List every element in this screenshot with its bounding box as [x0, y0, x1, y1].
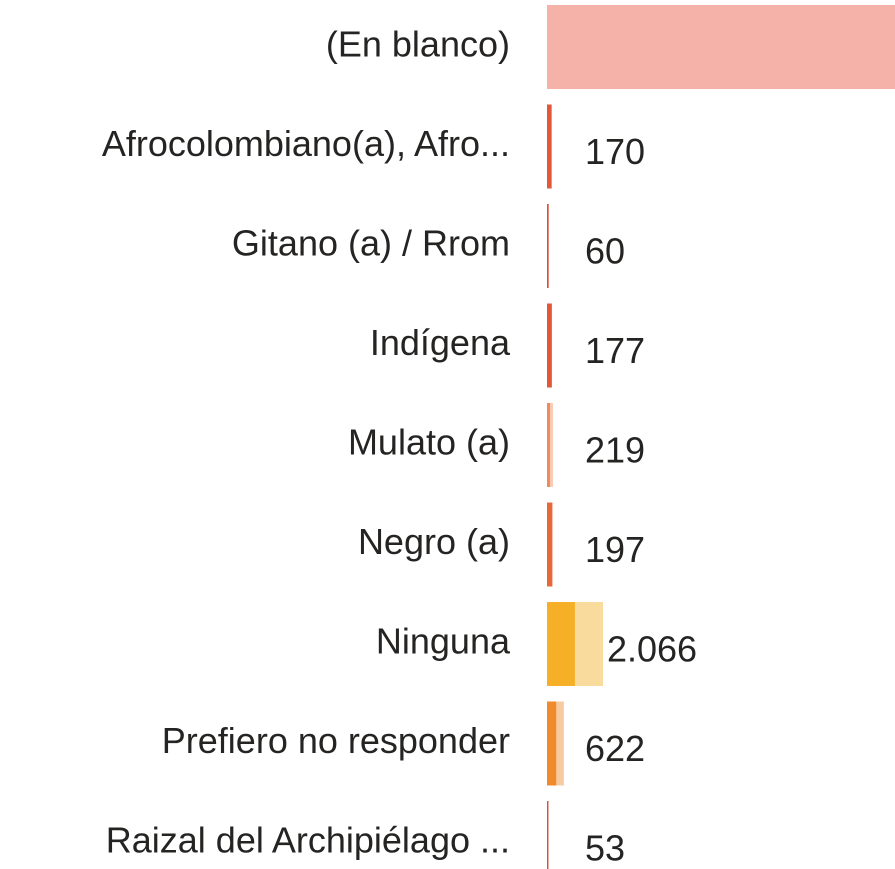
category-label: Negro (a) — [358, 521, 510, 562]
category-label: Raizal del Archipiélago ... — [106, 820, 510, 861]
bar-highlight — [547, 502, 553, 587]
bar-highlight — [547, 701, 557, 786]
value-label: 197 — [585, 529, 645, 570]
bar-highlight — [547, 602, 575, 686]
value-label: 170 — [585, 131, 645, 172]
category-label: (En blanco) — [326, 24, 510, 65]
category-label: Gitano (a) / Rrom — [232, 223, 510, 264]
bar-highlight — [547, 303, 552, 388]
category-label: Ninguna — [376, 621, 511, 662]
value-label: 60 — [585, 231, 625, 272]
value-label: 622 — [585, 728, 645, 769]
category-label: Prefiero no responder — [162, 720, 510, 761]
value-label: 177 — [585, 330, 645, 371]
category-label: Mulato (a) — [348, 422, 510, 463]
bar-highlight — [547, 104, 552, 189]
value-label: 219 — [585, 430, 645, 471]
value-label: 2.066 — [607, 629, 697, 670]
value-label: 53 — [585, 828, 625, 869]
category-label: Afrocolombiano(a), Afro... — [102, 123, 510, 164]
bar-highlight — [547, 801, 549, 869]
bar-highlight — [547, 403, 550, 487]
category-label: Indígena — [370, 322, 511, 363]
bar-highlight — [547, 204, 549, 288]
bar — [547, 5, 895, 89]
